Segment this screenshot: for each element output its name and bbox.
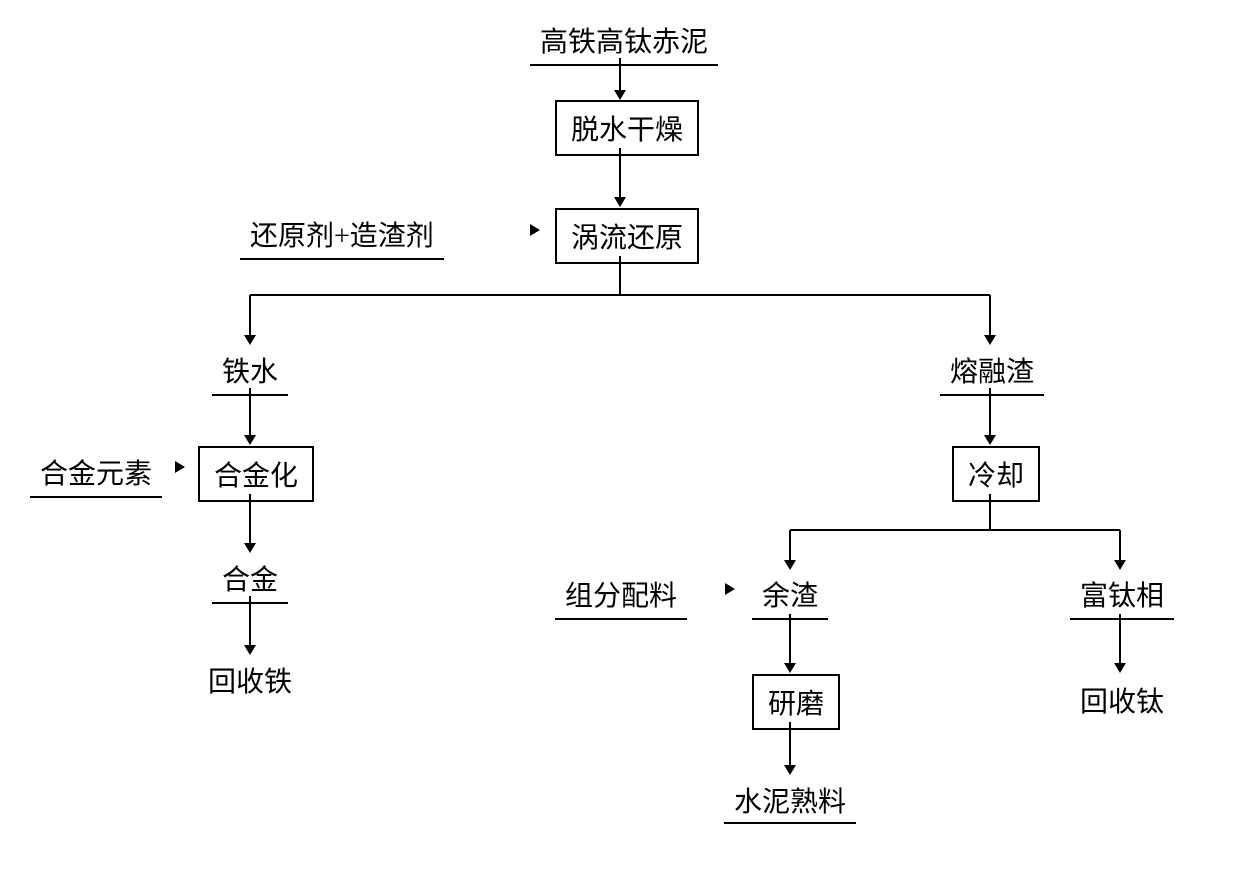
arrow-icon: [1114, 560, 1126, 570]
arrow-icon: [725, 583, 735, 595]
node-residue: 余渣: [752, 572, 828, 620]
node-recover-iron: 回收铁: [198, 658, 302, 702]
node-dehydration: 脱水干燥: [555, 100, 699, 156]
node-cooling: 冷却: [952, 446, 1040, 502]
cement-underline: [724, 822, 856, 828]
arrow-icon: [614, 90, 626, 100]
arrow-icon: [614, 197, 626, 207]
arrow-icon: [175, 461, 185, 473]
node-alloying: 合金化: [198, 446, 314, 502]
node-alloy: 合金: [212, 556, 288, 604]
node-reducer: 还原剂+造渣剂: [240, 212, 444, 260]
node-molten-iron: 铁水: [212, 348, 288, 396]
arrow-icon: [1114, 663, 1126, 673]
arrow-icon: [244, 435, 256, 445]
arrow-icon: [784, 663, 796, 673]
arrow-icon: [244, 645, 256, 655]
arrow-icon: [984, 435, 996, 445]
node-component-batching: 组分配料: [555, 572, 687, 620]
arrow-icon: [244, 543, 256, 553]
node-molten-slag: 熔融渣: [940, 348, 1044, 396]
arrow-icon: [984, 335, 996, 345]
arrow-icon: [244, 335, 256, 345]
node-grinding: 研磨: [752, 674, 840, 730]
node-recover-ti: 回收钛: [1070, 678, 1174, 722]
node-vortex: 涡流还原: [555, 208, 699, 264]
node-ti-rich: 富钛相: [1070, 572, 1174, 620]
node-start: 高铁高钛赤泥: [530, 18, 718, 66]
node-cement-clinker: 水泥熟料: [724, 778, 856, 822]
node-alloy-element: 合金元素: [30, 450, 162, 498]
arrow-icon: [784, 765, 796, 775]
arrow-icon: [784, 560, 796, 570]
arrow-icon: [530, 224, 540, 236]
